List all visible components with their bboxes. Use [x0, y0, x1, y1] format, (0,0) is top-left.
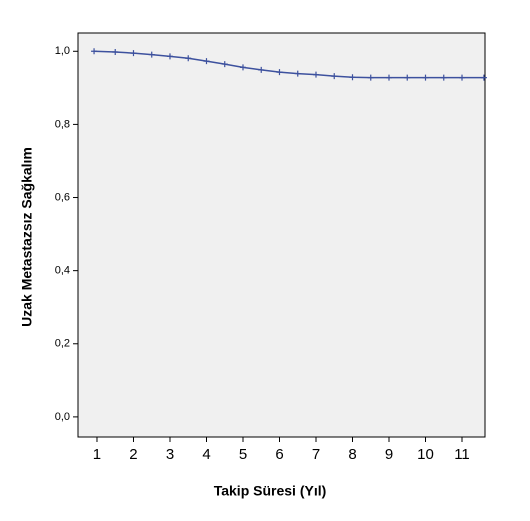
- x-tick-label: 7: [312, 446, 320, 463]
- censor-mark: [276, 69, 283, 76]
- x-tick-label: 6: [275, 446, 283, 463]
- censor-mark: [294, 70, 301, 77]
- x-tick-label: 8: [348, 446, 356, 463]
- censor-mark: [422, 74, 429, 81]
- y-axis-label: Uzak Metastazsız Sağkalım: [19, 147, 35, 327]
- censor-mark: [258, 66, 265, 73]
- x-tick-label: 9: [385, 446, 393, 463]
- survival-line: [94, 50, 484, 79]
- censor-mark: [112, 49, 119, 56]
- censor-mark: [91, 48, 98, 55]
- censor-mark: [459, 74, 466, 81]
- y-tick-label: 0,2: [55, 338, 70, 350]
- censor-mark: [349, 74, 356, 81]
- censor-mark: [367, 74, 374, 81]
- y-tick-label: 1,0: [55, 45, 70, 57]
- censor-mark: [239, 64, 246, 71]
- censor-mark: [203, 58, 210, 65]
- x-tick-label: 3: [166, 446, 174, 463]
- censor-mark: [130, 50, 137, 57]
- plot-area: [77, 32, 486, 438]
- y-tick-label: 0,8: [55, 118, 70, 130]
- x-axis-label: Takip Süresi (Yıl): [214, 483, 327, 499]
- y-tick-label: 0,4: [55, 265, 70, 277]
- x-tick-label: 4: [202, 446, 210, 463]
- x-tick-label: 1: [93, 446, 101, 463]
- censor-mark: [404, 74, 411, 81]
- censor-mark: [385, 74, 392, 81]
- censor-mark: [312, 71, 319, 78]
- censor-mark: [221, 61, 228, 68]
- censor-mark: [166, 53, 173, 60]
- x-tick-label: 2: [129, 446, 137, 463]
- censor-mark: [480, 74, 487, 81]
- censor-mark: [148, 51, 155, 58]
- y-tick-label: 0,0: [55, 411, 70, 423]
- y-tick-label: 0,6: [55, 191, 70, 203]
- x-tick-label: 5: [239, 446, 247, 463]
- censor-mark: [185, 55, 192, 62]
- x-tick-label: 10: [417, 446, 434, 463]
- x-tick-label: 11: [454, 446, 470, 463]
- censor-mark: [331, 73, 338, 80]
- censor-mark: [440, 74, 447, 81]
